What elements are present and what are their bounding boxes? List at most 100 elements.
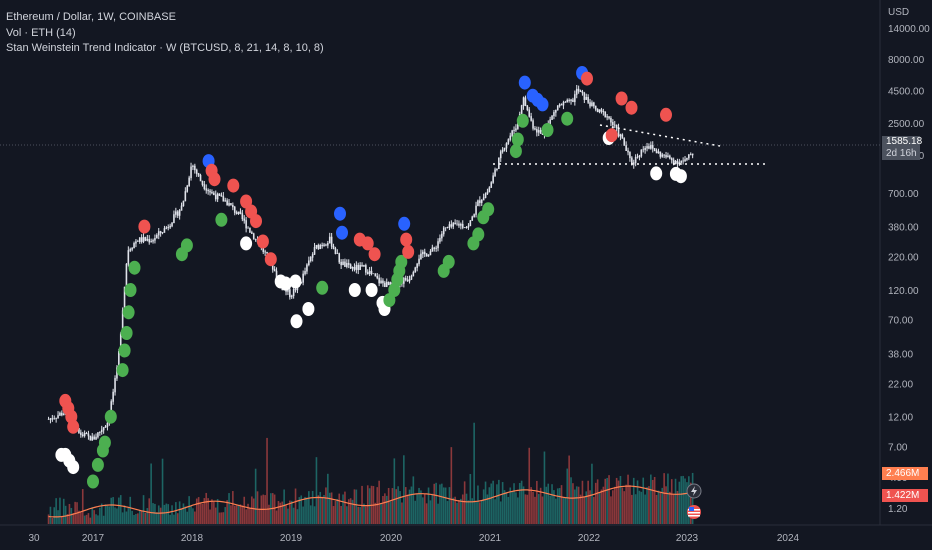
volume-bar [479, 502, 481, 524]
volume-bar [574, 489, 576, 524]
volume-bar [680, 476, 683, 524]
volume-bar [528, 447, 531, 524]
volume-bar [104, 504, 107, 524]
volume-bar [195, 498, 198, 524]
volume-bar [366, 485, 369, 524]
trend-dot [368, 247, 381, 262]
volume-bar [123, 505, 126, 524]
volume-bar [118, 497, 120, 524]
volume-bar [235, 505, 238, 524]
trend-dot [615, 91, 628, 106]
volume-bar [629, 485, 631, 524]
volume-bar [327, 473, 329, 524]
volume-bar [612, 490, 614, 524]
volume-bar [213, 501, 215, 524]
volume-bar [384, 493, 386, 524]
volume-bar [230, 505, 232, 524]
volume-bar [188, 496, 190, 524]
volume-ma-tag: 2.466M [882, 467, 928, 480]
volume-bar [346, 506, 348, 524]
volume-bar [583, 497, 586, 524]
trend-dot [516, 113, 529, 128]
countdown-value: 2d 16h [886, 148, 917, 159]
volume-bar [442, 487, 445, 524]
volume-bar [423, 494, 426, 524]
volume-bar [517, 497, 519, 524]
volume-bar [669, 491, 671, 524]
trend-dot [67, 419, 80, 434]
volume-bar [594, 482, 597, 524]
volume-bar [496, 484, 498, 524]
volume-bar [469, 473, 472, 524]
lightning-icon[interactable] [686, 483, 702, 499]
volume-bar [648, 486, 650, 524]
volume-bar [585, 491, 588, 524]
volume-bar [534, 496, 536, 524]
volume-bar [577, 486, 580, 524]
trend-dot [67, 460, 80, 475]
volume-bar [351, 499, 354, 524]
volume-bars [47, 422, 694, 524]
trend-dot [400, 232, 413, 247]
volume-bar [106, 505, 109, 524]
volume-bar [97, 515, 99, 524]
volume-bar [663, 473, 665, 524]
volume-bar [349, 498, 352, 524]
volume-bar [336, 498, 339, 524]
volume-bar [138, 509, 141, 524]
volume-bar [414, 500, 417, 524]
volume-bar [116, 508, 118, 524]
volume-bar [119, 495, 122, 524]
price-tick-label: 38.00 [888, 349, 913, 360]
volume-bar [596, 479, 599, 524]
volume-bar [631, 494, 633, 524]
volume-bar [125, 511, 128, 524]
volume-bar [182, 503, 185, 524]
volume-bar [689, 482, 692, 524]
volume-bar [422, 497, 424, 524]
volume-bar [623, 491, 626, 524]
trend-dot [472, 227, 485, 242]
volume-bar [203, 498, 206, 524]
volume-bar [672, 494, 675, 524]
volume-bar [427, 487, 430, 524]
volume-bar [579, 494, 582, 524]
volume-bar [51, 517, 54, 524]
volume-bar [551, 484, 553, 524]
volume-bar [539, 487, 542, 524]
volume-bar [108, 506, 111, 524]
volume-bar [165, 503, 168, 524]
volume-bar [408, 489, 411, 524]
volume-bar [211, 499, 213, 524]
volume-bar [416, 493, 418, 524]
volume-bar [194, 511, 196, 524]
volume-bar [378, 480, 380, 524]
volume-bar [309, 505, 312, 524]
volume-bar [258, 508, 261, 524]
volume-bar [85, 514, 88, 524]
volume-bar [380, 503, 382, 524]
volume-bar [477, 485, 479, 524]
time-tick-label: 2018 [181, 533, 204, 544]
trend-dot [279, 276, 292, 291]
price-tick-label: 12.00 [888, 413, 913, 424]
volume-bar [201, 503, 204, 524]
volume-bar [226, 500, 228, 524]
volume-bar [420, 490, 422, 524]
trend-dot [116, 363, 129, 378]
volume-bar [511, 491, 513, 524]
volume-bar [498, 479, 500, 524]
volume-bar [72, 512, 75, 524]
us-flag-icon[interactable] [687, 505, 701, 519]
volume-bar [287, 508, 289, 524]
trend-dot [674, 169, 687, 184]
trend-dot [98, 435, 111, 450]
volume-bar [342, 494, 344, 524]
volume-bar [290, 500, 293, 524]
trend-dot [289, 274, 302, 289]
volume-bar [315, 457, 318, 524]
volume-bar [220, 512, 223, 524]
volume-bar [176, 513, 179, 524]
volume-bar [513, 483, 515, 524]
